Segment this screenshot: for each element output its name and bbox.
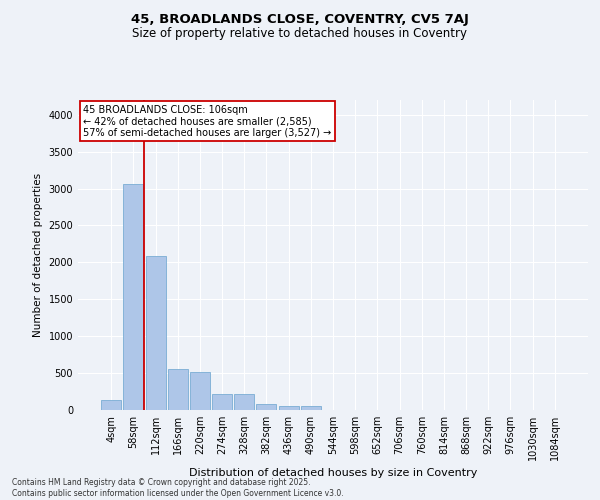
Text: Contains HM Land Registry data © Crown copyright and database right 2025.
Contai: Contains HM Land Registry data © Crown c… — [12, 478, 344, 498]
Bar — [190, 372, 210, 410]
Bar — [212, 394, 232, 410]
Bar — [278, 406, 299, 410]
Bar — [124, 184, 143, 410]
Bar — [146, 256, 166, 410]
Bar — [301, 406, 321, 410]
Text: Size of property relative to detached houses in Coventry: Size of property relative to detached ho… — [133, 28, 467, 40]
Text: 45 BROADLANDS CLOSE: 106sqm
← 42% of detached houses are smaller (2,585)
57% of : 45 BROADLANDS CLOSE: 106sqm ← 42% of det… — [83, 104, 331, 138]
Bar — [168, 370, 188, 410]
Y-axis label: Number of detached properties: Number of detached properties — [33, 173, 43, 337]
X-axis label: Distribution of detached houses by size in Coventry: Distribution of detached houses by size … — [189, 468, 477, 478]
Bar — [256, 404, 277, 410]
Bar — [234, 394, 254, 410]
Bar — [101, 400, 121, 410]
Text: 45, BROADLANDS CLOSE, COVENTRY, CV5 7AJ: 45, BROADLANDS CLOSE, COVENTRY, CV5 7AJ — [131, 12, 469, 26]
